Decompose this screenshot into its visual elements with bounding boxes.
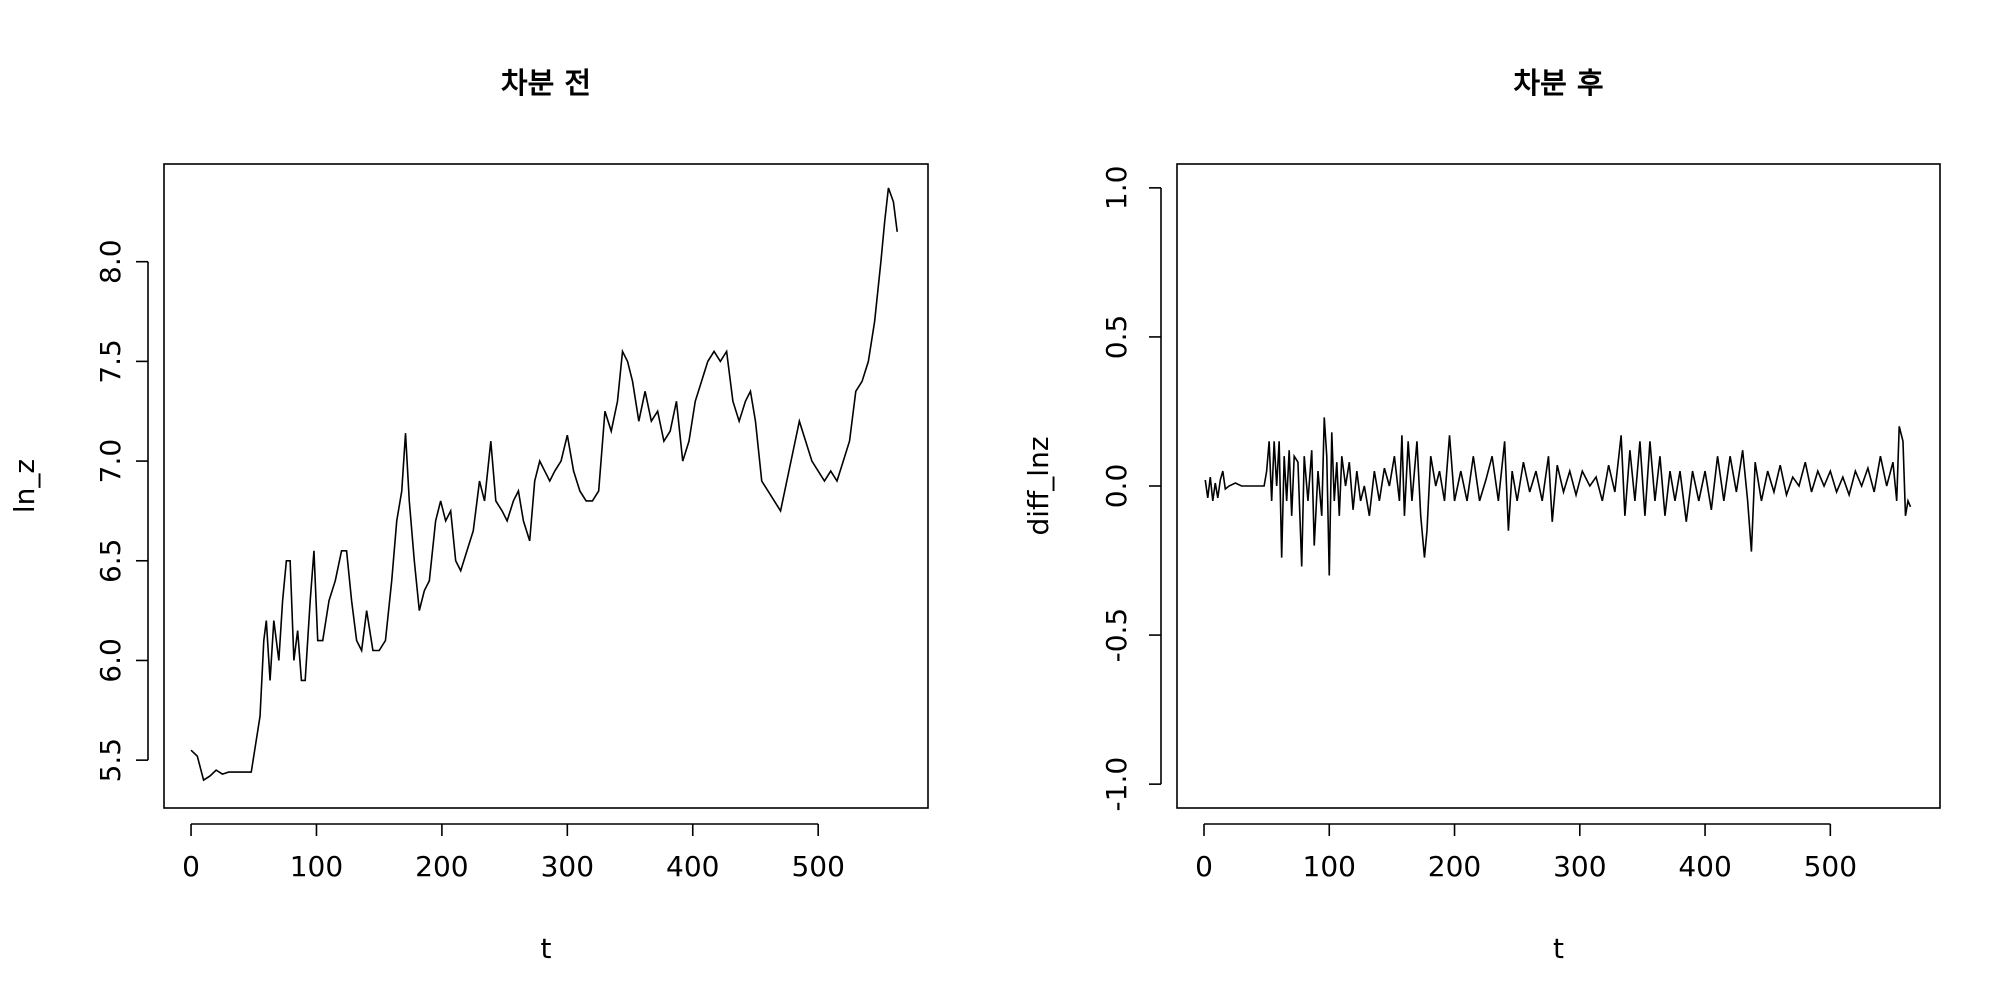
data-line <box>1204 417 1912 576</box>
y-axis-label: diff_lnz <box>1022 436 1055 535</box>
plot-frame <box>1176 163 1941 809</box>
y-axis-label: ln_z <box>8 459 41 513</box>
y-tick-label: 1.0 <box>1100 166 1133 211</box>
x-tick-label: 100 <box>290 850 343 883</box>
y-tick-label: 0.0 <box>1100 464 1133 509</box>
y-tick-label: -0.5 <box>1100 608 1133 663</box>
x-tick-label: 0 <box>182 850 200 883</box>
x-tick-label: 300 <box>1553 850 1606 883</box>
x-tick-label: 400 <box>666 850 719 883</box>
x-tick-label: 500 <box>791 850 844 883</box>
y-tick-label: 0.5 <box>1100 315 1133 360</box>
y-tick-label: 5.5 <box>94 738 127 783</box>
x-tick-label: 200 <box>1428 850 1481 883</box>
y-tick-label: 7.0 <box>94 439 127 484</box>
x-tick-label: 200 <box>415 850 468 883</box>
data-line <box>190 187 898 782</box>
y-tick-label: 6.5 <box>94 539 127 584</box>
chart-title: 차분 후 <box>1513 66 1603 100</box>
x-tick-label: 0 <box>1195 850 1213 883</box>
y-tick-label: 7.5 <box>94 339 127 384</box>
x-tick-label: 300 <box>541 850 594 883</box>
x-axis-label: t <box>1553 932 1564 965</box>
chart-title: 차분 전 <box>501 66 591 100</box>
x-tick-label: 400 <box>1678 850 1731 883</box>
x-tick-label: 500 <box>1804 850 1857 883</box>
y-tick-label: 6.0 <box>94 638 127 683</box>
y-tick-label: -1.0 <box>1100 757 1133 812</box>
plot-frame <box>163 163 929 809</box>
x-axis-label: t <box>541 932 552 965</box>
x-tick-label: 100 <box>1303 850 1356 883</box>
y-tick-label: 8.0 <box>94 239 127 284</box>
